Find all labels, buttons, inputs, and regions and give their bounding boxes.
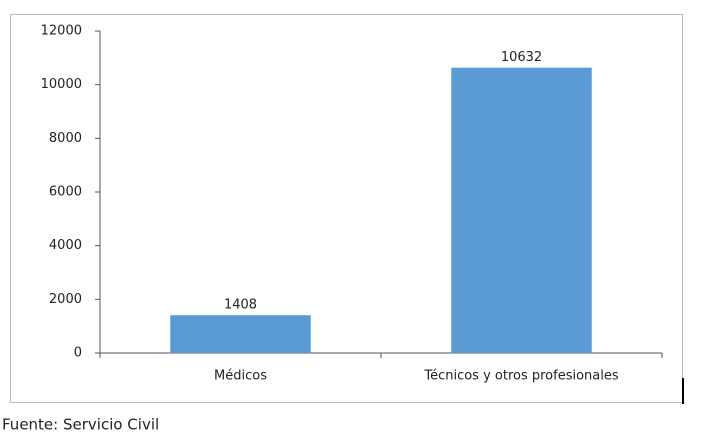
x-tick-label: Médicos [214,369,267,384]
y-tick-label: 8000 [49,131,82,146]
bar [170,315,311,353]
y-tick-label: 4000 [49,238,82,253]
source-note: Fuente: Servicio Civil [2,416,159,434]
y-tick-label: 10000 [41,77,82,92]
y-tick-label: 6000 [49,185,82,200]
text-cursor [682,378,684,404]
data-label: 10632 [501,50,542,65]
x-tick-label: Técnicos y otros profesionales [423,369,619,384]
data-label: 1408 [224,298,257,313]
y-tick-label: 0 [74,346,82,361]
bar [451,67,592,353]
y-tick-label: 2000 [49,292,82,307]
y-tick-label: 12000 [41,24,82,39]
